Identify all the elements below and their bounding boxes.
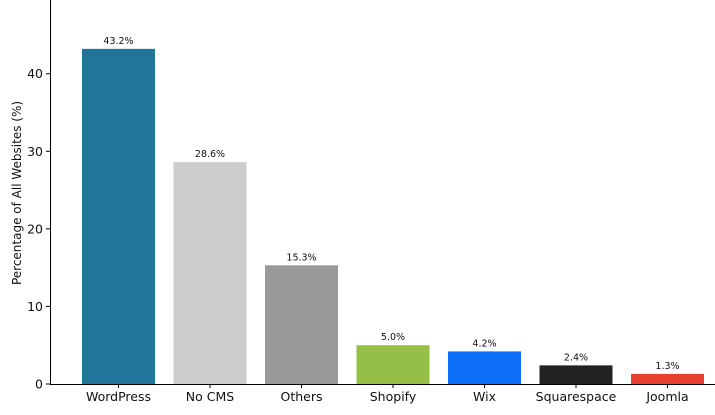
- x-axis: WordPress No CMS Others Shopify Wix Squarespa…: [50, 384, 715, 404]
- y-axis-title: Percentage of All Websites (%): [10, 101, 24, 285]
- y-tick-label: 20: [27, 221, 43, 236]
- data-label: 4.2%: [472, 338, 496, 349]
- y-axis: 0 10 20 30 40: [27, 0, 51, 392]
- y-tick-label: 10: [27, 299, 43, 314]
- data-label: 43.2%: [103, 36, 133, 47]
- x-tick-label: Wix: [473, 389, 496, 404]
- data-label: 2.4%: [564, 352, 588, 363]
- x-tick-label: WordPress: [86, 389, 151, 404]
- bar-others: [265, 265, 338, 384]
- bar-wordpress: [82, 48, 155, 384]
- x-tick-label: Squarespace: [536, 389, 617, 404]
- y-tick-label: 0: [35, 377, 43, 392]
- y-tick-label: 30: [27, 144, 43, 159]
- x-tick-label: Joomla: [645, 389, 688, 404]
- bar-squarespace: [539, 365, 613, 384]
- bars-group: [82, 48, 704, 384]
- x-tick-label: Others: [280, 389, 322, 404]
- data-label: 28.6%: [195, 149, 225, 160]
- x-tick-label: No CMS: [186, 389, 234, 404]
- bar-no-cms: [173, 162, 247, 384]
- data-labels-group: 43.2% 28.6% 15.3% 5.0% 4.2% 2.4% 1.3%: [103, 36, 679, 372]
- data-label: 1.3%: [655, 361, 679, 372]
- data-label: 5.0%: [381, 332, 405, 343]
- bar-joomla: [631, 373, 704, 384]
- bar-wix: [448, 351, 521, 384]
- data-label: 15.3%: [286, 252, 316, 263]
- x-tick-label: Shopify: [370, 389, 417, 404]
- bar-shopify: [356, 345, 430, 384]
- y-tick-label: 40: [27, 66, 43, 81]
